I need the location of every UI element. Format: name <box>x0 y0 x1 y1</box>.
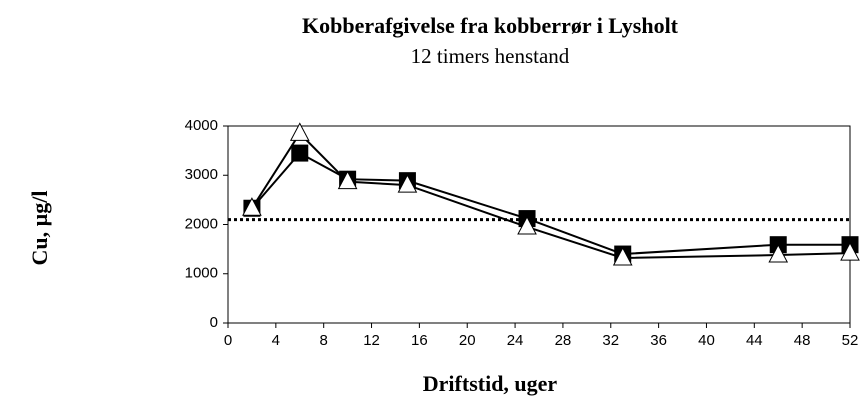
x-tick-label: 12 <box>363 332 380 349</box>
x-tick-label: 32 <box>602 332 619 349</box>
chart-subtitle: 12 timers henstand <box>411 44 570 68</box>
series-line <box>251 131 851 259</box>
marker-triangle <box>242 197 262 216</box>
x-tick-label: 4 <box>272 332 280 349</box>
x-tick-label: 52 <box>842 332 859 349</box>
series-line <box>251 151 850 256</box>
x-tick-label: 16 <box>411 332 428 349</box>
y-tick-label: 3000 <box>185 166 218 183</box>
marker-triangle <box>289 122 310 141</box>
x-tick-label: 44 <box>746 332 763 349</box>
chart-title: Kobberafgivelse fra kobberrør i Lysholt <box>302 13 679 38</box>
y-tick-label: 0 <box>210 314 218 331</box>
y-tick-label: 2000 <box>185 215 218 232</box>
x-tick-label: 36 <box>650 332 667 349</box>
marker-triangle <box>517 215 537 235</box>
marker-triangle <box>768 243 789 263</box>
y-tick-label: 1000 <box>185 265 218 282</box>
marker-triangle <box>337 170 358 190</box>
x-tick-label: 0 <box>224 332 232 349</box>
x-tick-label: 48 <box>794 332 811 349</box>
x-axis-label: Driftstid, uger <box>423 371 558 396</box>
x-tick-label: 24 <box>507 332 524 349</box>
x-tick-label: 28 <box>555 332 572 349</box>
y-tick-label: 4000 <box>185 117 218 134</box>
marker-triangle <box>397 174 418 193</box>
x-tick-label: 20 <box>459 332 476 349</box>
marker-square <box>291 144 309 162</box>
x-tick-label: 8 <box>320 332 328 349</box>
marker-triangle <box>840 241 860 261</box>
marker-triangle <box>612 246 633 266</box>
x-tick-label: 40 <box>698 332 715 349</box>
y-axis-label: Cu, µg/l <box>27 190 52 265</box>
